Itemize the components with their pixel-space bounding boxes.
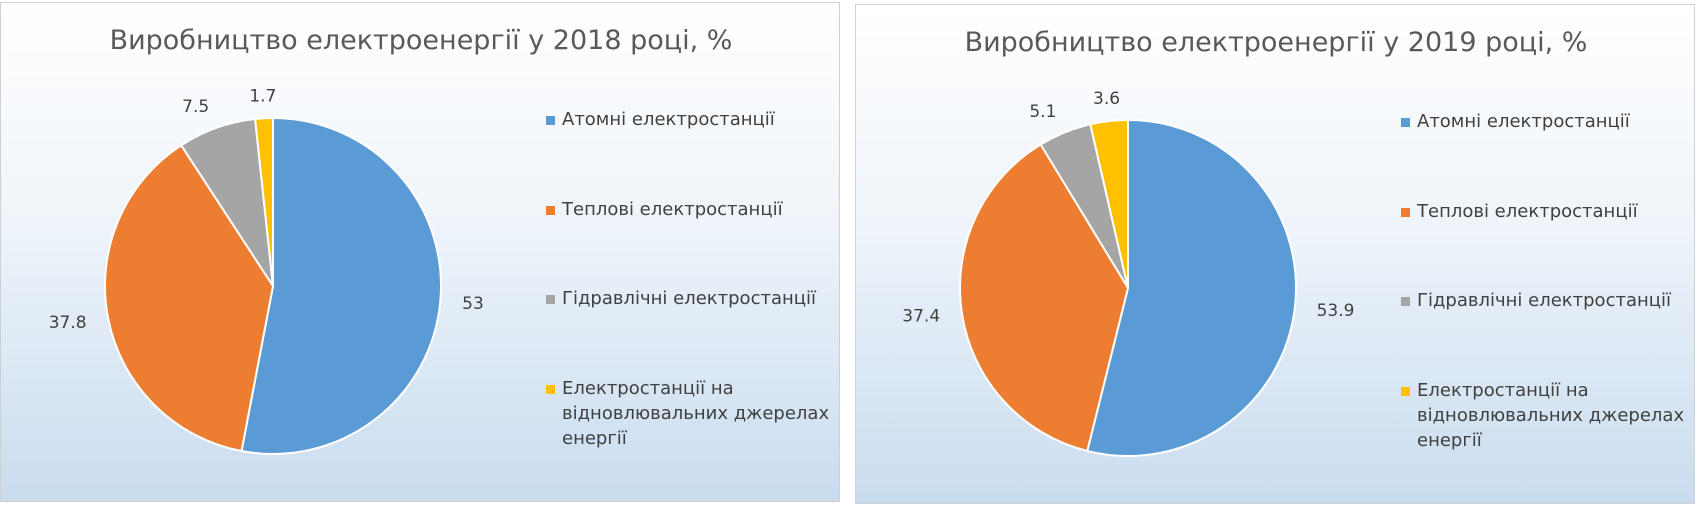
data-label: 37.4 (902, 307, 940, 327)
legend-swatch (546, 116, 555, 125)
legend-label: Електростанції на відновлювальних джерел… (1417, 380, 1685, 451)
data-label: 7.5 (182, 97, 209, 117)
data-label: 53.9 (1317, 301, 1355, 321)
pie-slice (1086, 118, 1297, 457)
pie-chart: 53.9 37.4 5.1 3.6 (902, 89, 1355, 457)
pie-slice (959, 143, 1130, 453)
legend-swatch (1401, 387, 1410, 396)
data-label: 3.6 (1093, 89, 1120, 109)
legend-item: Гідравлічні електростанції (1401, 288, 1697, 313)
legend-item: Електростанції на відновлювальних джерел… (546, 376, 852, 451)
legend-item: Атомні електростанції (1401, 109, 1697, 134)
chart-title: Виробництво електроенергії у 2019 році, … (964, 27, 1588, 58)
legend-label: Теплові електростанції (1417, 201, 1638, 222)
pie-chart: 53 37.8 7.5 1.7 (49, 86, 484, 455)
data-label: 37.8 (49, 313, 87, 333)
legend-label: Теплові електростанції (562, 199, 783, 220)
legend-item: Електростанції на відновлювальних джерел… (1401, 378, 1697, 453)
data-label: 1.7 (249, 86, 276, 106)
legend-swatch (1401, 118, 1410, 127)
pie-slice (253, 116, 274, 287)
legend-label: Гідравлічні електростанції (1417, 290, 1672, 311)
legend-label: Гідравлічні електростанції (562, 288, 817, 309)
legend-swatch (546, 206, 555, 215)
legend-item: Теплові електростанції (546, 197, 852, 222)
legend-label: Електростанції на відновлювальних джерел… (562, 378, 830, 449)
pie-slice (1089, 118, 1129, 289)
chart-title: Виробництво електроенергії у 2018 році, … (109, 25, 733, 56)
legend-swatch (1401, 297, 1410, 306)
legend-swatch (546, 385, 555, 394)
legend-swatch (546, 295, 555, 304)
legend-label: Атомні електростанції (1417, 111, 1630, 132)
chart-panel: Виробництво електроенергії у 2019 році, … (855, 4, 1695, 504)
data-label: 53 (462, 294, 484, 314)
chart-panel: Виробництво електроенергії у 2018 році, … (0, 2, 840, 502)
pie-slice (240, 116, 442, 455)
data-label: 5.1 (1029, 102, 1056, 122)
legend-item: Гідравлічні електростанції (546, 286, 852, 311)
legend-label: Атомні електростанції (562, 109, 775, 130)
legend-swatch (1401, 208, 1410, 217)
legend-item: Атомні електростанції (546, 107, 852, 132)
legend-item: Теплові електростанції (1401, 199, 1697, 224)
